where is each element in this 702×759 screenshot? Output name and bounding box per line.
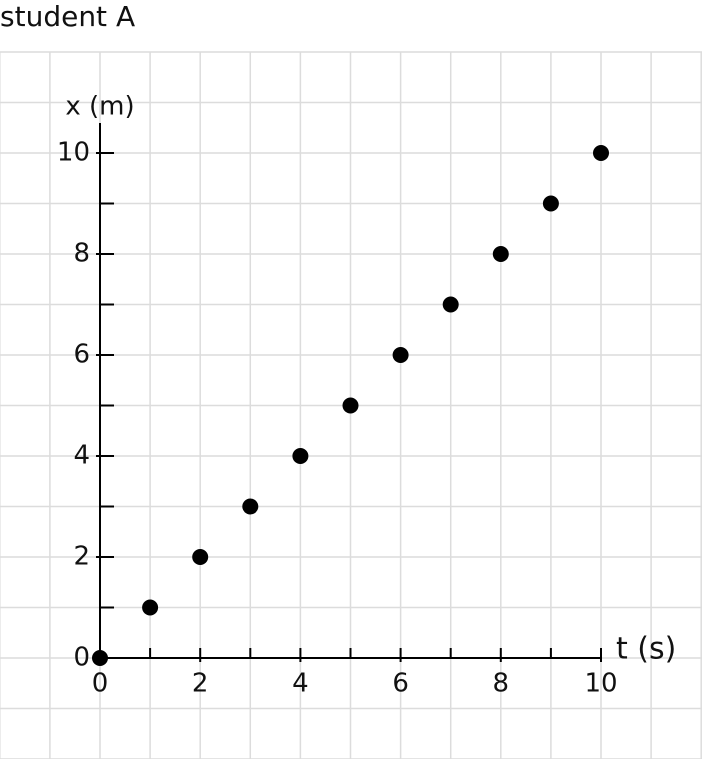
point [342, 397, 359, 414]
x-tick-label: 0 [92, 669, 109, 699]
point [142, 599, 159, 616]
point [192, 549, 209, 565]
y-tick-label: 8 [73, 239, 90, 269]
point [242, 498, 259, 515]
y-tick-label: 4 [73, 441, 90, 471]
point [442, 296, 459, 313]
point [292, 448, 309, 464]
point [593, 145, 609, 161]
y-tick-label: 6 [73, 340, 90, 370]
x-tick-label: 2 [192, 669, 209, 699]
x-tick-label: 6 [392, 669, 409, 699]
point [542, 195, 559, 212]
point [392, 347, 409, 363]
point [92, 650, 108, 666]
x-axis-label: t (s) [616, 632, 676, 667]
point [492, 246, 509, 262]
x-tick-label: 10 [584, 669, 617, 699]
y-tick-label: 2 [73, 542, 90, 572]
y-axis-label: x (m) [65, 92, 134, 122]
y-tick-label: 10 [57, 138, 90, 168]
x-tick-label: 8 [493, 669, 510, 699]
chart-title: student A [0, 0, 135, 33]
y-tick-label: 0 [73, 643, 90, 673]
x-tick-label: 4 [292, 669, 309, 699]
grid-paper [0, 51, 702, 759]
